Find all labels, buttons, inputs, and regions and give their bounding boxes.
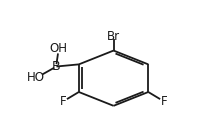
Text: B: B — [52, 60, 61, 73]
Text: HO: HO — [27, 71, 45, 84]
Text: F: F — [161, 95, 168, 108]
Text: F: F — [60, 95, 66, 108]
Text: OH: OH — [49, 42, 67, 55]
Text: Br: Br — [107, 30, 120, 43]
